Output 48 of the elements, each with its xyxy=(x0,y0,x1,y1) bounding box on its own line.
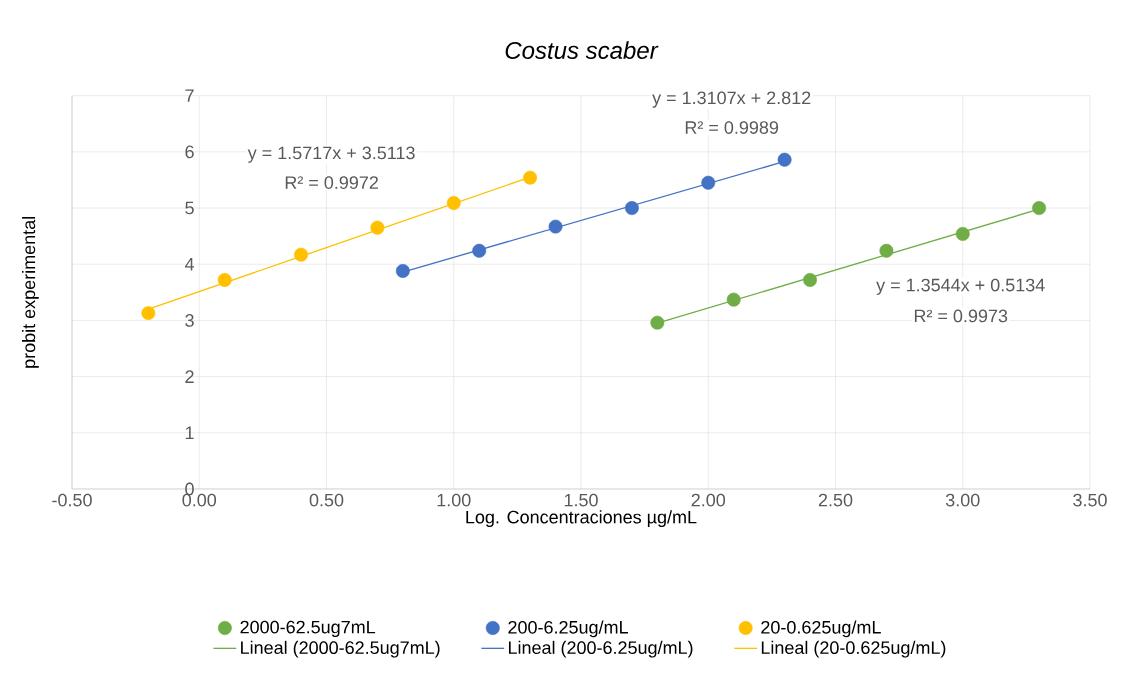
point xyxy=(472,243,487,258)
x-tick-label: 1.00 xyxy=(437,493,471,507)
point xyxy=(650,315,665,330)
x-axis-title: Log. Concentraciones µg/mL xyxy=(466,510,697,528)
legend-label: Lineal (2000-62.5ug7mL) xyxy=(241,640,440,658)
x-tick-label: 0.50 xyxy=(309,493,344,507)
point xyxy=(548,219,563,234)
y-tick-label: 4 xyxy=(184,258,195,271)
y-tick-label: 6 xyxy=(185,145,194,159)
x-tick-label: 3.00 xyxy=(945,493,980,507)
y-tick-label: 7 xyxy=(185,89,194,102)
point xyxy=(141,306,156,321)
legend-label: 2000-62.5ug7mL xyxy=(240,620,376,637)
legend-label: Lineal (200-6.25ug/mL) xyxy=(508,640,693,658)
point xyxy=(1032,201,1047,215)
point xyxy=(803,273,817,287)
point xyxy=(701,175,716,190)
y-tick-label: 2 xyxy=(185,370,194,383)
chart-title: Costus scaber xyxy=(505,41,659,59)
point xyxy=(370,220,385,235)
point xyxy=(777,152,792,167)
y-tick-label: 1 xyxy=(185,426,194,439)
annotation: y = 1.3107x + 2.812 xyxy=(652,91,811,108)
point xyxy=(726,292,741,307)
point xyxy=(446,196,461,210)
y-tick-label: 3 xyxy=(185,314,194,327)
legend-label: 200-6.25ug/mL xyxy=(508,620,628,638)
y-tick-label: 5 xyxy=(185,201,194,215)
x-tick-label: 1.50 xyxy=(564,493,598,507)
annotation: R² = 0.9989 xyxy=(685,121,779,134)
x-tick-label: 3.50 xyxy=(1073,493,1107,507)
annotation: R² = 0.9972 xyxy=(285,176,378,189)
y-axis-title: probit experimental xyxy=(22,217,39,368)
legend-label: 20-0.625ug/mL xyxy=(761,620,881,638)
point xyxy=(955,226,970,241)
x-tick-label: 2.50 xyxy=(818,493,853,507)
point xyxy=(624,201,639,215)
x-tick-label: 2.00 xyxy=(691,493,726,507)
annotation: y = 1.3544x + 0.5134 xyxy=(876,278,1045,295)
annotation: R² = 0.9973 xyxy=(914,309,1008,323)
point xyxy=(523,170,538,185)
point xyxy=(395,264,410,278)
x-tick-label: -0.50 xyxy=(52,493,92,507)
point xyxy=(879,243,894,258)
point xyxy=(217,273,232,287)
legend-label: Lineal (20-0.625ug/mL) xyxy=(761,640,946,658)
annotation: y = 1.5717x + 3.5113 xyxy=(247,146,415,163)
point xyxy=(294,247,308,262)
